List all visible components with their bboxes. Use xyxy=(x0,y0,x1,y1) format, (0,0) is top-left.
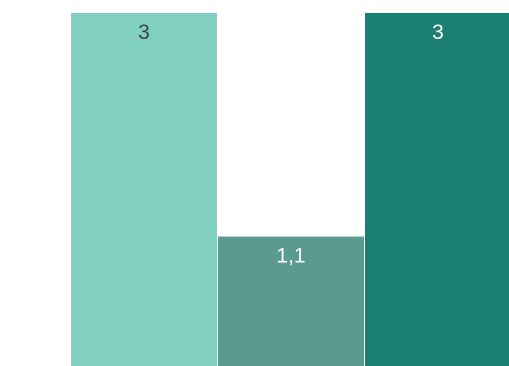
bar-2-value-label: 1,1 xyxy=(276,245,305,268)
bar-1 xyxy=(71,13,217,366)
bar-2 xyxy=(218,236,364,366)
bar-1-value-label: 3 xyxy=(138,21,150,44)
bar-3 xyxy=(365,13,509,366)
bar-3-value-label: 3 xyxy=(432,21,444,44)
